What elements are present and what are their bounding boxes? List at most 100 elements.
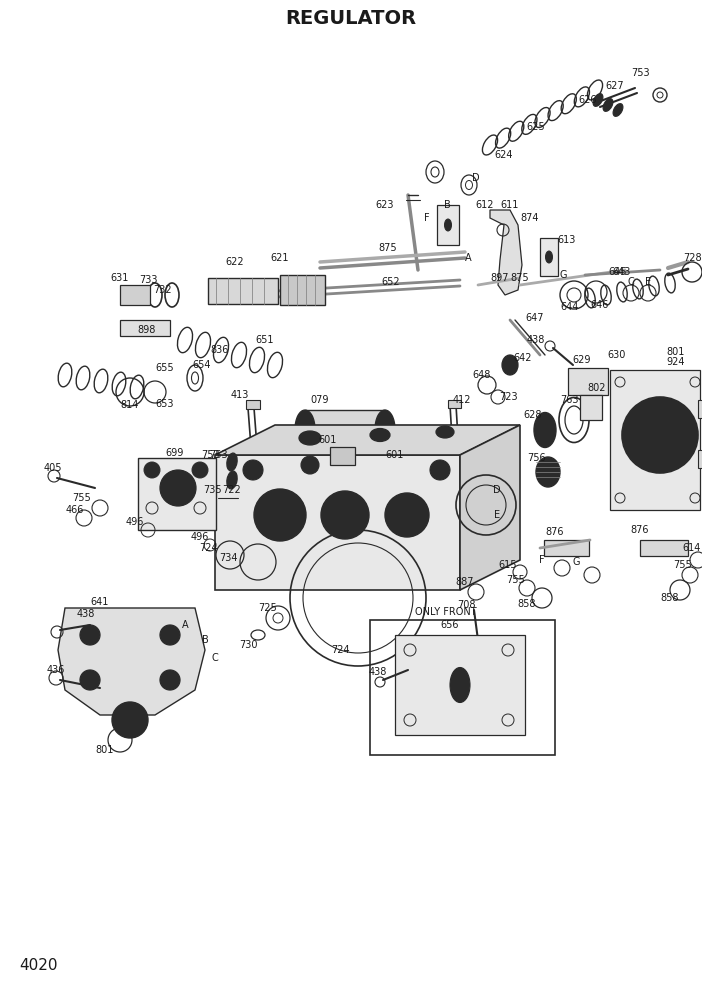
- Text: 645: 645: [609, 267, 628, 277]
- Bar: [448, 400, 461, 408]
- Text: 642: 642: [514, 353, 532, 363]
- Text: 438: 438: [526, 335, 545, 345]
- Ellipse shape: [534, 413, 556, 447]
- Text: 631: 631: [111, 273, 129, 283]
- Text: 924: 924: [667, 357, 685, 367]
- Text: F: F: [424, 213, 430, 223]
- Text: F: F: [539, 555, 545, 565]
- Text: 611: 611: [501, 200, 519, 210]
- Text: 732: 732: [154, 285, 172, 295]
- Text: 601: 601: [319, 435, 337, 445]
- Text: 722: 722: [223, 485, 241, 495]
- Text: 655: 655: [156, 363, 174, 373]
- Text: B: B: [444, 200, 451, 210]
- Text: 601: 601: [386, 450, 404, 460]
- Text: E: E: [645, 277, 651, 287]
- Bar: [698, 400, 702, 418]
- Text: 734: 734: [219, 553, 237, 563]
- Text: B: B: [201, 635, 208, 645]
- Text: 756: 756: [528, 453, 546, 463]
- Text: 814: 814: [121, 400, 139, 410]
- Text: 733: 733: [139, 275, 157, 285]
- Text: 876: 876: [545, 527, 564, 537]
- Text: 874: 874: [521, 213, 539, 223]
- Bar: [540, 238, 558, 276]
- Text: 405: 405: [44, 463, 62, 473]
- Text: 801: 801: [95, 745, 114, 755]
- Circle shape: [394, 502, 420, 528]
- Circle shape: [254, 489, 306, 541]
- Text: 875: 875: [378, 243, 397, 253]
- Bar: [437, 205, 459, 245]
- Text: 730: 730: [239, 640, 257, 650]
- Text: 646: 646: [591, 300, 609, 310]
- Text: 621: 621: [271, 253, 289, 263]
- Bar: [640, 540, 688, 556]
- Polygon shape: [58, 608, 205, 715]
- Circle shape: [622, 397, 698, 473]
- Text: 629: 629: [573, 355, 591, 365]
- Text: ONLY FRONT: ONLY FRONT: [415, 607, 477, 617]
- Text: 466: 466: [66, 505, 84, 515]
- Text: 699: 699: [166, 448, 184, 458]
- Polygon shape: [568, 368, 608, 395]
- Circle shape: [430, 460, 450, 480]
- Text: 413: 413: [231, 390, 249, 400]
- Ellipse shape: [299, 431, 321, 445]
- Bar: [280, 275, 325, 305]
- Circle shape: [168, 478, 188, 498]
- Text: 763: 763: [559, 395, 578, 405]
- Text: 753: 753: [208, 450, 227, 460]
- Bar: [246, 400, 260, 409]
- Text: 898: 898: [138, 325, 156, 335]
- Text: D: D: [494, 485, 501, 495]
- Bar: [580, 395, 602, 420]
- Polygon shape: [610, 370, 700, 510]
- Text: 875: 875: [510, 273, 529, 283]
- Text: 625: 625: [526, 122, 545, 132]
- Bar: [330, 447, 355, 465]
- Bar: [208, 278, 278, 304]
- Circle shape: [160, 625, 180, 645]
- Ellipse shape: [295, 410, 315, 448]
- Text: 648: 648: [473, 370, 491, 380]
- Ellipse shape: [502, 355, 518, 375]
- Bar: [370, 620, 555, 755]
- Text: 643: 643: [613, 267, 631, 277]
- Polygon shape: [215, 455, 460, 590]
- Text: 755: 755: [72, 493, 91, 503]
- Text: G: G: [572, 557, 580, 567]
- Circle shape: [632, 407, 688, 463]
- Ellipse shape: [536, 457, 560, 487]
- Circle shape: [80, 670, 100, 690]
- Polygon shape: [490, 210, 522, 295]
- Circle shape: [192, 462, 208, 478]
- Text: 496: 496: [191, 532, 209, 542]
- Bar: [138, 458, 216, 530]
- Text: 412: 412: [453, 395, 471, 405]
- Bar: [305, 410, 385, 448]
- Text: 079: 079: [311, 395, 329, 405]
- Text: 836: 836: [211, 345, 229, 355]
- Text: REGULATOR: REGULATOR: [286, 9, 416, 28]
- Text: E: E: [494, 510, 500, 520]
- Text: 858: 858: [518, 599, 536, 609]
- Circle shape: [120, 710, 140, 730]
- Text: 651: 651: [256, 335, 274, 345]
- Ellipse shape: [455, 676, 465, 694]
- Text: 724: 724: [199, 543, 218, 553]
- Text: A: A: [182, 620, 188, 630]
- Text: 641: 641: [91, 597, 110, 607]
- Text: 897: 897: [491, 273, 509, 283]
- Text: 755: 755: [507, 575, 525, 585]
- Text: 438: 438: [369, 667, 388, 677]
- Polygon shape: [460, 425, 520, 590]
- Text: 724: 724: [331, 645, 350, 655]
- Text: 723: 723: [500, 392, 518, 402]
- Text: 802: 802: [588, 383, 607, 393]
- Circle shape: [644, 419, 676, 451]
- Circle shape: [160, 470, 196, 506]
- Bar: [544, 540, 589, 556]
- Text: 4020: 4020: [19, 957, 58, 972]
- Bar: [698, 450, 702, 468]
